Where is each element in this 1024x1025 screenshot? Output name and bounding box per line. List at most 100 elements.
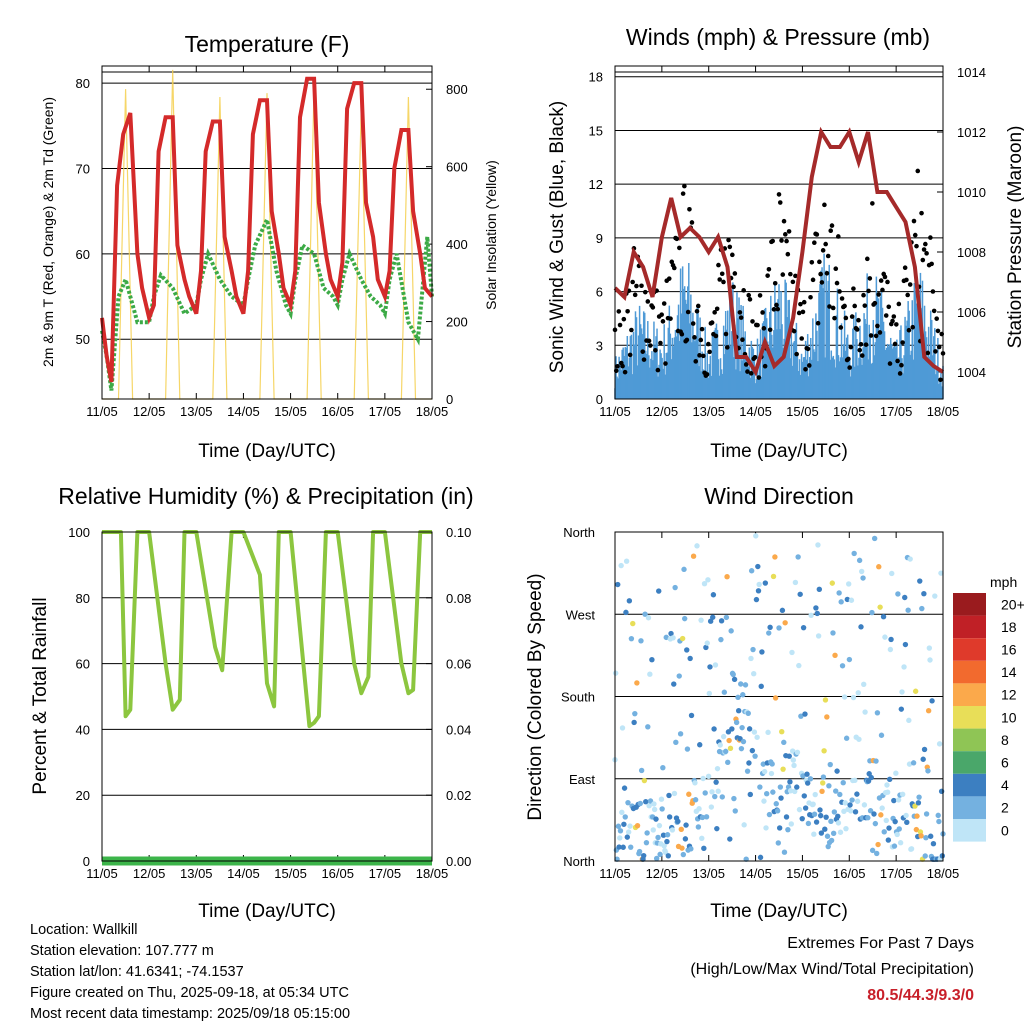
direction-point [918, 833, 924, 839]
direction-point [805, 780, 811, 786]
direction-point [908, 846, 915, 852]
direction-point [634, 680, 640, 686]
direction-point [775, 840, 782, 846]
gust-point [621, 316, 627, 322]
direction-point [873, 758, 879, 764]
direction-point [739, 724, 745, 731]
direction-point [869, 847, 876, 854]
direction-point [684, 746, 691, 752]
direction-point [623, 558, 630, 564]
direction-point [879, 805, 885, 811]
gust-point [848, 344, 854, 350]
direction-point [791, 762, 797, 769]
direction-point [745, 710, 751, 716]
gust-point [617, 322, 623, 328]
y-tick-label: North [563, 525, 595, 540]
y-tick-label: 0 [596, 392, 603, 407]
direction-point [907, 556, 913, 562]
direction-point [751, 729, 758, 735]
direction-point [798, 713, 804, 719]
gust-point [783, 232, 788, 237]
gust-point [914, 243, 919, 249]
y-tick-label: 50 [76, 332, 90, 347]
humidity-ylabel-left: Percent & Total Rainfall [30, 597, 51, 794]
y-right-tick-label: 0.00 [446, 854, 471, 869]
direction-point [843, 825, 849, 832]
direction-point [770, 573, 777, 580]
direction-point [660, 764, 666, 771]
colorbar-label: 2 [1001, 800, 1009, 816]
y-right-tick-label: 1006 [957, 305, 986, 320]
gust-point [887, 361, 893, 366]
gust-point [907, 282, 913, 287]
gust-point [640, 349, 646, 354]
direction-point [727, 745, 734, 751]
direction-point [835, 813, 841, 820]
gust-point [701, 353, 706, 359]
direction-point [929, 698, 935, 704]
direction-point [878, 732, 885, 738]
direction-point [656, 588, 662, 594]
gust-point [915, 168, 921, 174]
direction-point [755, 563, 761, 570]
winds-plot-area: 11/05 12/05 13/05 14/05 15/05 16/05 17/05 18/05… [589, 65, 986, 419]
x-tick-label: 11/05 [599, 866, 631, 881]
gust-point [851, 286, 856, 291]
x-tick-label: 17/05 [369, 404, 402, 419]
direction-point [752, 753, 758, 759]
y-right-tick-label: 0.10 [446, 525, 471, 540]
direction-point [848, 597, 855, 603]
y-tick-label: 12 [589, 177, 603, 192]
direction-point [790, 757, 797, 763]
gust-point [843, 315, 849, 321]
direction-point [710, 592, 717, 598]
gust-point [923, 241, 928, 247]
direction-point [921, 746, 928, 753]
gust-point [760, 310, 765, 315]
y-tick-label: 80 [76, 76, 90, 91]
y-right-tick-label: 600 [446, 160, 468, 175]
y-right-tick-label: 1004 [957, 365, 986, 380]
gust-point [668, 316, 673, 321]
direction-point [885, 837, 892, 843]
gust-point [935, 328, 941, 334]
gust-point [875, 323, 880, 329]
direction-point [881, 829, 887, 835]
gust-point [819, 280, 825, 285]
gust-point [690, 321, 696, 326]
colorbar-label: 4 [1001, 777, 1009, 793]
direction-xlabel: Time (Day/UTC) [710, 901, 848, 922]
gust-point [817, 259, 822, 265]
direction-point [800, 773, 806, 779]
direction-point [740, 738, 747, 745]
direction-point [847, 802, 853, 808]
direction-point [751, 671, 757, 677]
direction-point [828, 818, 834, 825]
gust-point [846, 356, 851, 362]
y-right-tick-label: 800 [446, 82, 468, 97]
gust-point [630, 279, 635, 285]
direction-point [707, 664, 713, 670]
gust-point [684, 337, 690, 343]
gust-point [757, 293, 763, 298]
direction-point [923, 835, 929, 841]
direction-point [703, 814, 710, 820]
gust-point [814, 232, 820, 237]
direction-point [778, 795, 784, 801]
direction-point [861, 802, 868, 808]
extremes-subtitle: (High/Low/Max Wind/Total Precipitation) [690, 961, 974, 978]
direction-point [776, 625, 782, 631]
direction-point [761, 768, 768, 775]
direction-point [938, 788, 945, 794]
direction-point [810, 801, 816, 807]
direction-point [936, 741, 943, 747]
direction-point [869, 609, 875, 616]
gust-point [925, 350, 931, 356]
gust-point [727, 244, 733, 250]
y-right-tick-label: 0.06 [446, 657, 471, 672]
direction-point [735, 694, 741, 701]
y-right-tick-label: 0.08 [446, 591, 471, 606]
gust-point [731, 284, 736, 290]
direction-point [822, 826, 828, 832]
direction-point [666, 814, 673, 820]
